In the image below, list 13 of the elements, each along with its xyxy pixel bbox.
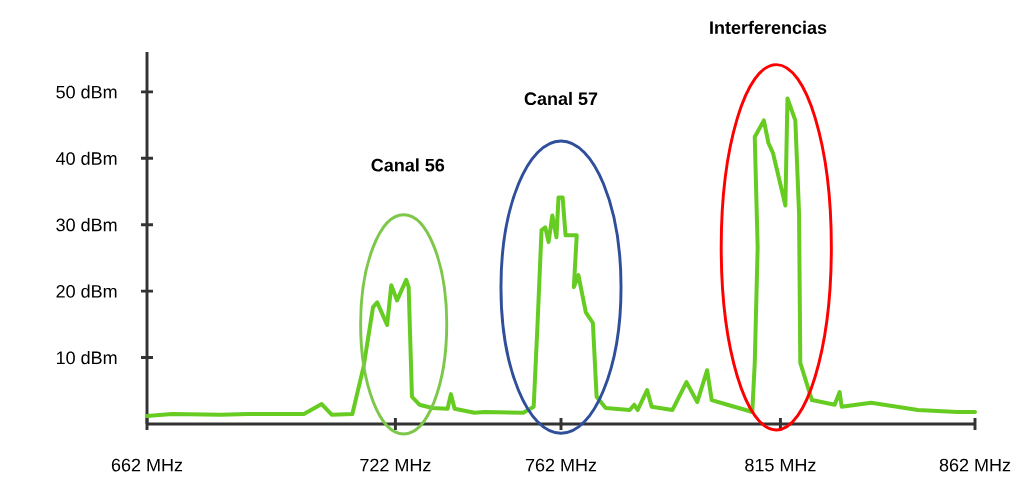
y-tick-label: 10 dBm [56,350,117,365]
x-tick-label: 722 MHz [360,458,431,472]
x-tick-label: 662 MHz [111,458,183,472]
y-tick-label: 40 dBm [56,151,117,165]
x-tick-label: 862 MHz [939,458,1011,472]
annotation: Canal 56 [371,158,445,172]
text: Interferencias [710,20,827,35]
annotation: Canal 57 [524,91,598,106]
y-tick-label: 30 dBm [56,218,117,232]
x-tick-label: 762 MHz [525,458,597,472]
x-tick-label: 815 MHz [745,458,816,472]
y-tick-label: 20 dBm [56,284,117,298]
y-tick-label: 50 dBm [56,85,117,99]
